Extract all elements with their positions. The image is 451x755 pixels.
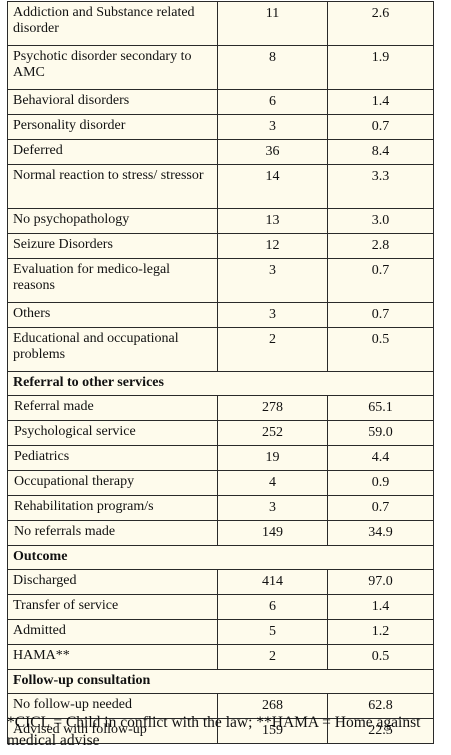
- table-row: Rehabilitation program/s 3 0.7: [7, 495, 434, 521]
- table-row: Transfer of service 6 1.4: [7, 594, 434, 620]
- row-count: 14: [217, 164, 328, 209]
- row-count: 414: [217, 569, 328, 595]
- row-label: No psychopathology: [7, 208, 218, 234]
- row-label: Educational and occupational problems: [7, 327, 218, 372]
- row-count: 3: [217, 302, 328, 328]
- table-row: Behavioral disorders 6 1.4: [7, 89, 434, 115]
- row-percent: 1.2: [327, 619, 434, 645]
- row-percent: 0.9: [327, 470, 434, 496]
- row-label: Others: [7, 302, 218, 328]
- table-row: Educational and occupational problems 2 …: [7, 327, 434, 372]
- table-row: No referrals made 149 34.9: [7, 520, 434, 546]
- row-percent: 0.5: [327, 644, 434, 670]
- row-percent: 0.7: [327, 258, 434, 303]
- row-percent: 3.3: [327, 164, 434, 209]
- row-percent: 2.6: [327, 1, 434, 46]
- table-row: Psychological service 252 59.0: [7, 420, 434, 446]
- row-label: Deferred: [7, 139, 218, 165]
- row-percent: 8.4: [327, 139, 434, 165]
- row-percent: 22.5: [327, 718, 434, 744]
- section-heading: Follow-up consultation: [7, 669, 434, 694]
- row-count: 278: [217, 395, 328, 421]
- row-percent: 0.5: [327, 327, 434, 372]
- row-percent: 0.7: [327, 114, 434, 140]
- table-row: Discharged 414 97.0: [7, 569, 434, 595]
- row-label: No referrals made: [7, 520, 218, 546]
- row-count: 149: [217, 520, 328, 546]
- row-label: Transfer of service: [7, 594, 218, 620]
- row-label: Normal reaction to stress/ stressor: [7, 164, 218, 209]
- row-count: 12: [217, 233, 328, 259]
- row-count: 3: [217, 114, 328, 140]
- row-percent: 0.7: [327, 495, 434, 521]
- table-row: Advised with follow-up 159 22.5: [7, 718, 434, 744]
- row-label: Behavioral disorders: [7, 89, 218, 115]
- table-row: Occupational therapy 4 0.9: [7, 470, 434, 496]
- row-label: Occupational therapy: [7, 470, 218, 496]
- section-header-referral: Referral to other services: [7, 371, 434, 396]
- row-label: Psychotic disorder secondary to AMC: [7, 45, 218, 90]
- table-row: Personality disorder 3 0.7: [7, 114, 434, 140]
- section-heading: Referral to other services: [7, 371, 434, 396]
- row-count: 268: [217, 693, 328, 719]
- table-row: Seizure Disorders 12 2.8: [7, 233, 434, 259]
- row-percent: 59.0: [327, 420, 434, 446]
- row-count: 4: [217, 470, 328, 496]
- row-percent: 97.0: [327, 569, 434, 595]
- row-count: 3: [217, 258, 328, 303]
- table-row: Pediatrics 19 4.4: [7, 445, 434, 471]
- row-label: Seizure Disorders: [7, 233, 218, 259]
- row-count: 13: [217, 208, 328, 234]
- table-row: Others 3 0.7: [7, 302, 434, 328]
- row-percent: 4.4: [327, 445, 434, 471]
- table-row: Deferred 36 8.4: [7, 139, 434, 165]
- row-count: 252: [217, 420, 328, 446]
- row-count: 19: [217, 445, 328, 471]
- row-count: 2: [217, 644, 328, 670]
- row-label: Advised with follow-up: [7, 718, 218, 744]
- row-label: Admitted: [7, 619, 218, 645]
- row-label: Addiction and Substance related disorder: [7, 1, 218, 46]
- row-label: Psychological service: [7, 420, 218, 446]
- table-row: Normal reaction to stress/ stressor 14 3…: [7, 164, 434, 209]
- row-count: 3: [217, 495, 328, 521]
- row-percent: 65.1: [327, 395, 434, 421]
- results-table: Addiction and Substance related disorder…: [7, 1, 434, 744]
- table-row: No follow-up needed 268 62.8: [7, 693, 434, 719]
- row-percent: 34.9: [327, 520, 434, 546]
- row-label: Personality disorder: [7, 114, 218, 140]
- row-label: No follow-up needed: [7, 693, 218, 719]
- table-row: HAMA** 2 0.5: [7, 644, 434, 670]
- row-percent: 1.4: [327, 89, 434, 115]
- row-label: Pediatrics: [7, 445, 218, 471]
- row-count: 36: [217, 139, 328, 165]
- table-row: Admitted 5 1.2: [7, 619, 434, 645]
- row-count: 6: [217, 89, 328, 115]
- section-header-outcome: Outcome: [7, 545, 434, 570]
- row-percent: 1.4: [327, 594, 434, 620]
- row-percent: 1.9: [327, 45, 434, 90]
- section-header-followup: Follow-up consultation: [7, 669, 434, 694]
- section-heading: Outcome: [7, 545, 434, 570]
- row-percent: 0.7: [327, 302, 434, 328]
- row-count: 8: [217, 45, 328, 90]
- table-row: Evaluation for medico-legal reasons 3 0.…: [7, 258, 434, 303]
- row-count: 11: [217, 1, 328, 46]
- row-label: Rehabilitation program/s: [7, 495, 218, 521]
- row-label: Evaluation for medico-legal reasons: [7, 258, 218, 303]
- row-count: 5: [217, 619, 328, 645]
- table-row: Referral made 278 65.1: [7, 395, 434, 421]
- row-label: Discharged: [7, 569, 218, 595]
- row-count: 6: [217, 594, 328, 620]
- row-label: HAMA**: [7, 644, 218, 670]
- table-row: Addiction and Substance related disorder…: [7, 1, 434, 46]
- row-count: 2: [217, 327, 328, 372]
- table-footnote: *CICL = Child in conflict with the law; …: [7, 714, 421, 749]
- row-percent: 2.8: [327, 233, 434, 259]
- table-row: No psychopathology 13 3.0: [7, 208, 434, 234]
- row-label: Referral made: [7, 395, 218, 421]
- table-row: Psychotic disorder secondary to AMC 8 1.…: [7, 45, 434, 90]
- row-percent: 3.0: [327, 208, 434, 234]
